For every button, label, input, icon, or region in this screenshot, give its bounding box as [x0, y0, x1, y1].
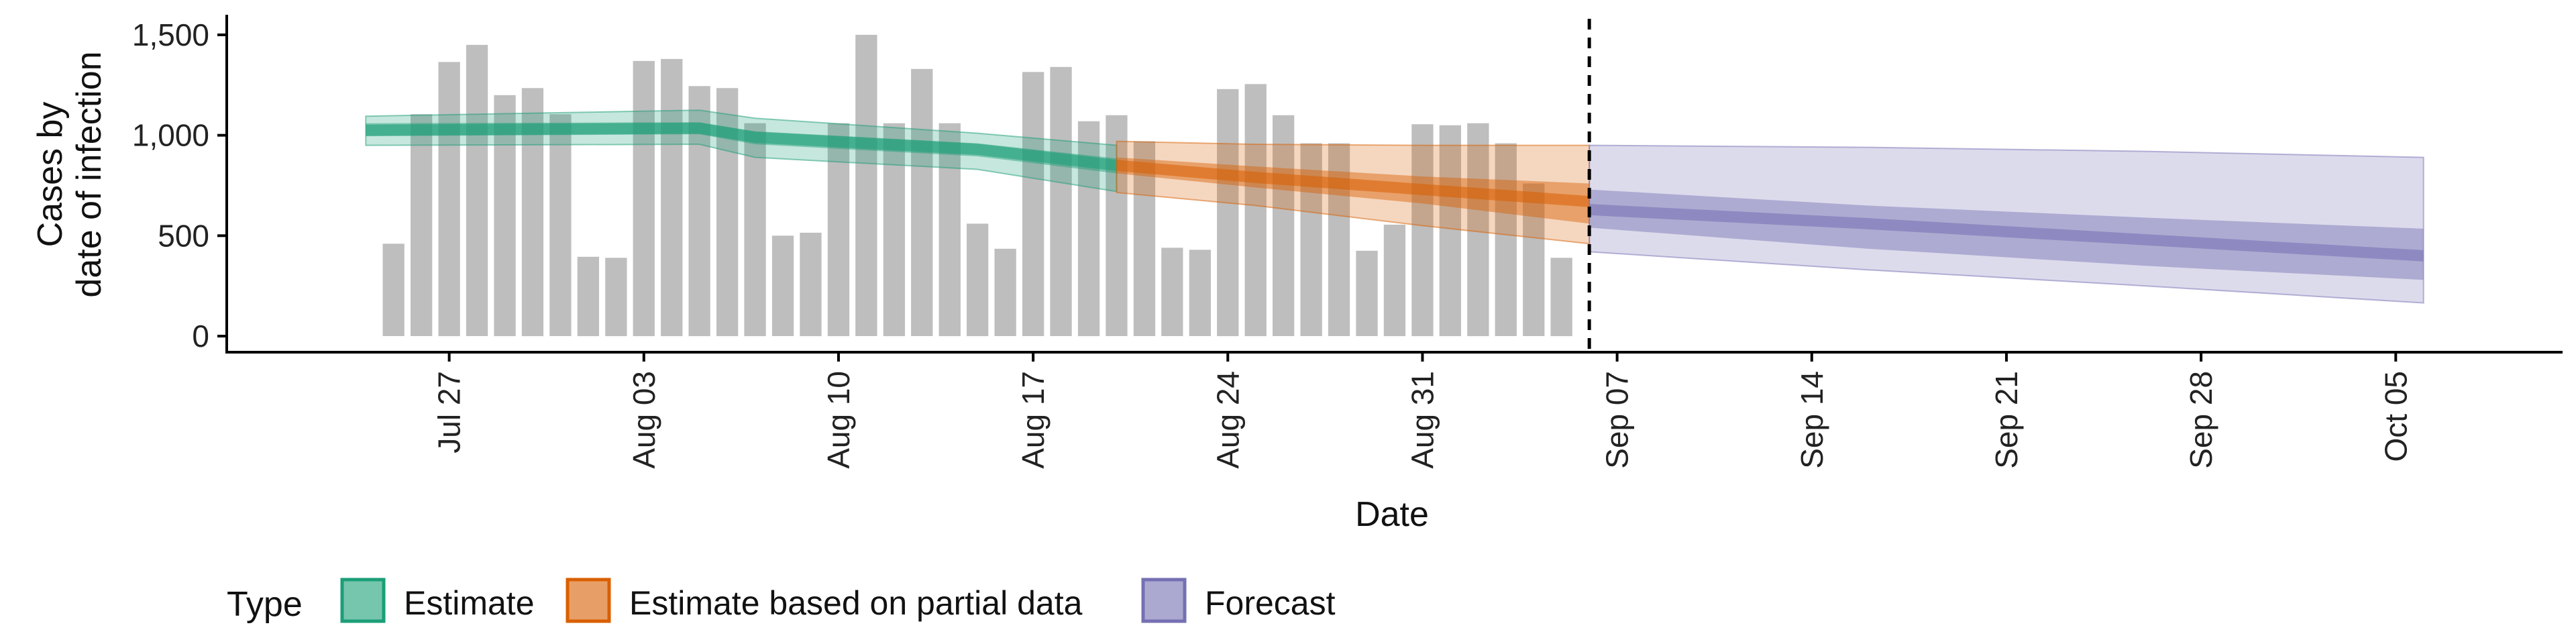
legend-label-partial: Estimate based on partial data	[629, 584, 1083, 622]
case-bar	[1328, 143, 1350, 336]
case-bar	[1356, 250, 1378, 336]
case-bar	[855, 34, 877, 337]
case-bar	[1495, 143, 1517, 336]
x-tick-label: Aug 24	[1210, 371, 1245, 469]
case-bar	[967, 223, 989, 337]
x-tick-label: Aug 10	[821, 371, 856, 469]
case-bar	[494, 95, 516, 337]
case-bar	[1022, 72, 1044, 337]
legend-key-forecast	[1141, 578, 1187, 623]
legend-key-estimate	[340, 578, 386, 623]
x-tick-label: Sep 28	[2184, 371, 2218, 469]
y-axis-label-line-1: Cases by	[31, 102, 70, 248]
case-bar	[1273, 115, 1295, 336]
case-bar	[549, 114, 572, 336]
y-axis-ticks: 0 500 1,000 1,500	[132, 17, 227, 354]
case-bar	[800, 232, 822, 337]
case-bar	[911, 68, 933, 337]
legend: Type Estimate Estimate based on partial …	[227, 578, 1336, 624]
case-bar	[1411, 124, 1434, 337]
case-bar	[633, 60, 655, 337]
y-tick-label: 0	[192, 319, 209, 354]
case-bar	[1244, 84, 1267, 337]
case-bar	[994, 248, 1016, 336]
legend-label-forecast: Forecast	[1205, 584, 1336, 622]
case-bar	[744, 123, 766, 337]
case-bar	[827, 123, 850, 337]
case-bar	[1439, 125, 1461, 337]
bars-layer	[382, 34, 1572, 337]
legend-label-estimate: Estimate	[404, 584, 535, 622]
series-2-outer-band	[1589, 144, 2424, 304]
case-bar	[1050, 66, 1072, 337]
case-bar	[1467, 123, 1489, 337]
x-tick-label: Sep 21	[1989, 371, 2024, 469]
case-bar	[1217, 89, 1239, 337]
x-tick-label: Sep 07	[1600, 371, 1635, 469]
case-bar	[883, 123, 905, 337]
case-bar	[771, 235, 794, 336]
case-bar	[1550, 258, 1572, 337]
y-axis-label-line-2: date of infection	[70, 51, 109, 297]
case-bar	[1189, 250, 1211, 336]
case-bar	[1383, 224, 1406, 337]
x-tick-label: Jul 27	[432, 371, 467, 453]
x-tick-label: Aug 03	[627, 371, 661, 469]
case-bar	[1161, 248, 1183, 336]
case-bar	[411, 114, 433, 336]
y-tick-label: 500	[158, 218, 209, 253]
case-bar	[605, 258, 627, 337]
x-tick-label: Aug 17	[1016, 371, 1051, 469]
x-tick-label: Oct 05	[2378, 371, 2413, 462]
y-tick-label: 1,500	[132, 17, 209, 52]
legend-title: Type	[227, 585, 303, 624]
y-tick-label: 1,000	[132, 118, 209, 153]
y-axis-label: Cases by date of infection	[31, 51, 109, 297]
x-tick-label: Aug 31	[1405, 371, 1440, 469]
x-axis-ticks: Jul 27 Aug 03 Aug 10 Aug 17 Aug 24 Aug 31 Sep …	[432, 352, 2413, 469]
series-0-median-band	[366, 122, 1117, 171]
series-0-inner-band	[366, 122, 1117, 174]
case-bar	[661, 58, 683, 337]
legend-key-partial	[566, 578, 611, 623]
series-1-median-band	[1116, 160, 1590, 207]
case-bar	[466, 44, 488, 337]
case-bar	[1523, 183, 1545, 336]
series-2-median-band	[1589, 204, 2424, 262]
case-bar	[577, 256, 599, 337]
case-bar	[382, 244, 405, 336]
case-bar	[438, 62, 460, 337]
x-tick-label: Sep 14	[1794, 371, 1829, 469]
case-bar	[938, 123, 961, 337]
x-axis-label: Date	[1355, 495, 1429, 534]
ribbons-layer	[365, 109, 2424, 304]
